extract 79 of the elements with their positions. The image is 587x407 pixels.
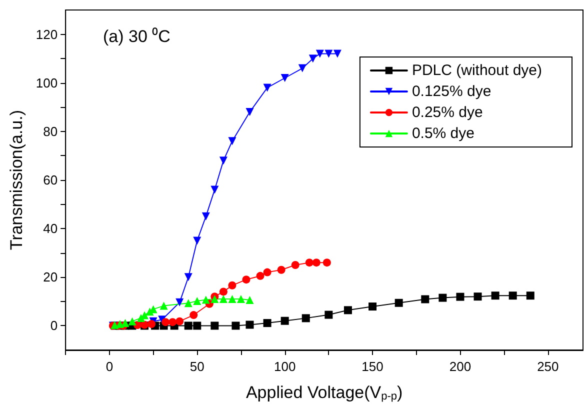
- point: [344, 306, 352, 314]
- point: [168, 318, 177, 326]
- point: [333, 50, 342, 58]
- point: [121, 319, 130, 328]
- point: [302, 314, 310, 322]
- annotation: (a) 30 ⁰C: [103, 27, 170, 46]
- point: [184, 322, 192, 330]
- legend-label: 0.25% dye: [412, 104, 483, 121]
- point: [394, 298, 403, 307]
- x-tick-label: 200: [449, 359, 472, 374]
- point: [242, 276, 250, 284]
- y-tick-label: 20: [43, 270, 58, 285]
- point: [228, 281, 236, 290]
- point: [322, 258, 331, 267]
- point: [324, 310, 333, 319]
- point: [184, 273, 192, 282]
- point: [236, 295, 245, 303]
- point: [246, 296, 254, 304]
- point: [263, 268, 272, 276]
- point: [308, 54, 317, 63]
- point: [421, 295, 430, 304]
- x-tick-label: 100: [274, 359, 296, 374]
- point: [210, 295, 219, 303]
- point: [305, 258, 314, 267]
- y-tick-label: 0: [50, 318, 58, 334]
- point: [148, 320, 156, 328]
- point: [162, 318, 170, 326]
- point: [291, 261, 300, 269]
- point: [160, 302, 168, 310]
- point: [280, 74, 289, 82]
- point: [263, 84, 272, 92]
- point: [256, 272, 264, 280]
- x-tick-label: 0: [106, 359, 114, 374]
- point: [438, 294, 447, 302]
- point: [190, 311, 198, 320]
- y-axis-title: Transmission(a.u.): [7, 110, 26, 250]
- point: [176, 298, 184, 306]
- point: [456, 292, 464, 301]
- point: [474, 292, 482, 301]
- point: [280, 316, 289, 325]
- y-tick-label: 40: [43, 221, 58, 236]
- point: [368, 302, 377, 311]
- point: [210, 186, 219, 194]
- y-tick-label: 60: [43, 172, 58, 188]
- x-tick-label: 250: [537, 359, 559, 374]
- point: [176, 317, 184, 326]
- point: [219, 156, 228, 165]
- point: [228, 137, 236, 146]
- point: [316, 50, 324, 58]
- point: [193, 236, 202, 245]
- point: [219, 295, 228, 303]
- point: [219, 288, 228, 296]
- point: [526, 292, 534, 300]
- point: [210, 322, 219, 330]
- point: [202, 212, 210, 220]
- point: [232, 322, 240, 330]
- point: [202, 296, 210, 304]
- point: [263, 319, 272, 328]
- point: [324, 50, 333, 58]
- point: [246, 320, 254, 329]
- point: [277, 266, 286, 274]
- point: [228, 295, 236, 303]
- legend-label: 0.125% dye: [412, 83, 492, 100]
- point: [508, 292, 517, 300]
- point: [246, 108, 254, 116]
- point: [193, 296, 202, 305]
- x-tick-label: 50: [190, 359, 204, 374]
- y-tick-label: 120: [36, 26, 58, 42]
- point: [193, 322, 202, 330]
- point: [184, 299, 192, 308]
- x-tick-label: 150: [362, 359, 384, 374]
- y-tick-label: 100: [36, 75, 58, 90]
- legend-label: PDLC (without dye): [412, 62, 542, 79]
- legend-label: 0.5% dye: [412, 125, 474, 142]
- point: [298, 64, 306, 72]
- point: [128, 317, 136, 326]
- y-tick-label: 80: [43, 124, 58, 139]
- point: [312, 258, 320, 267]
- point: [491, 292, 500, 300]
